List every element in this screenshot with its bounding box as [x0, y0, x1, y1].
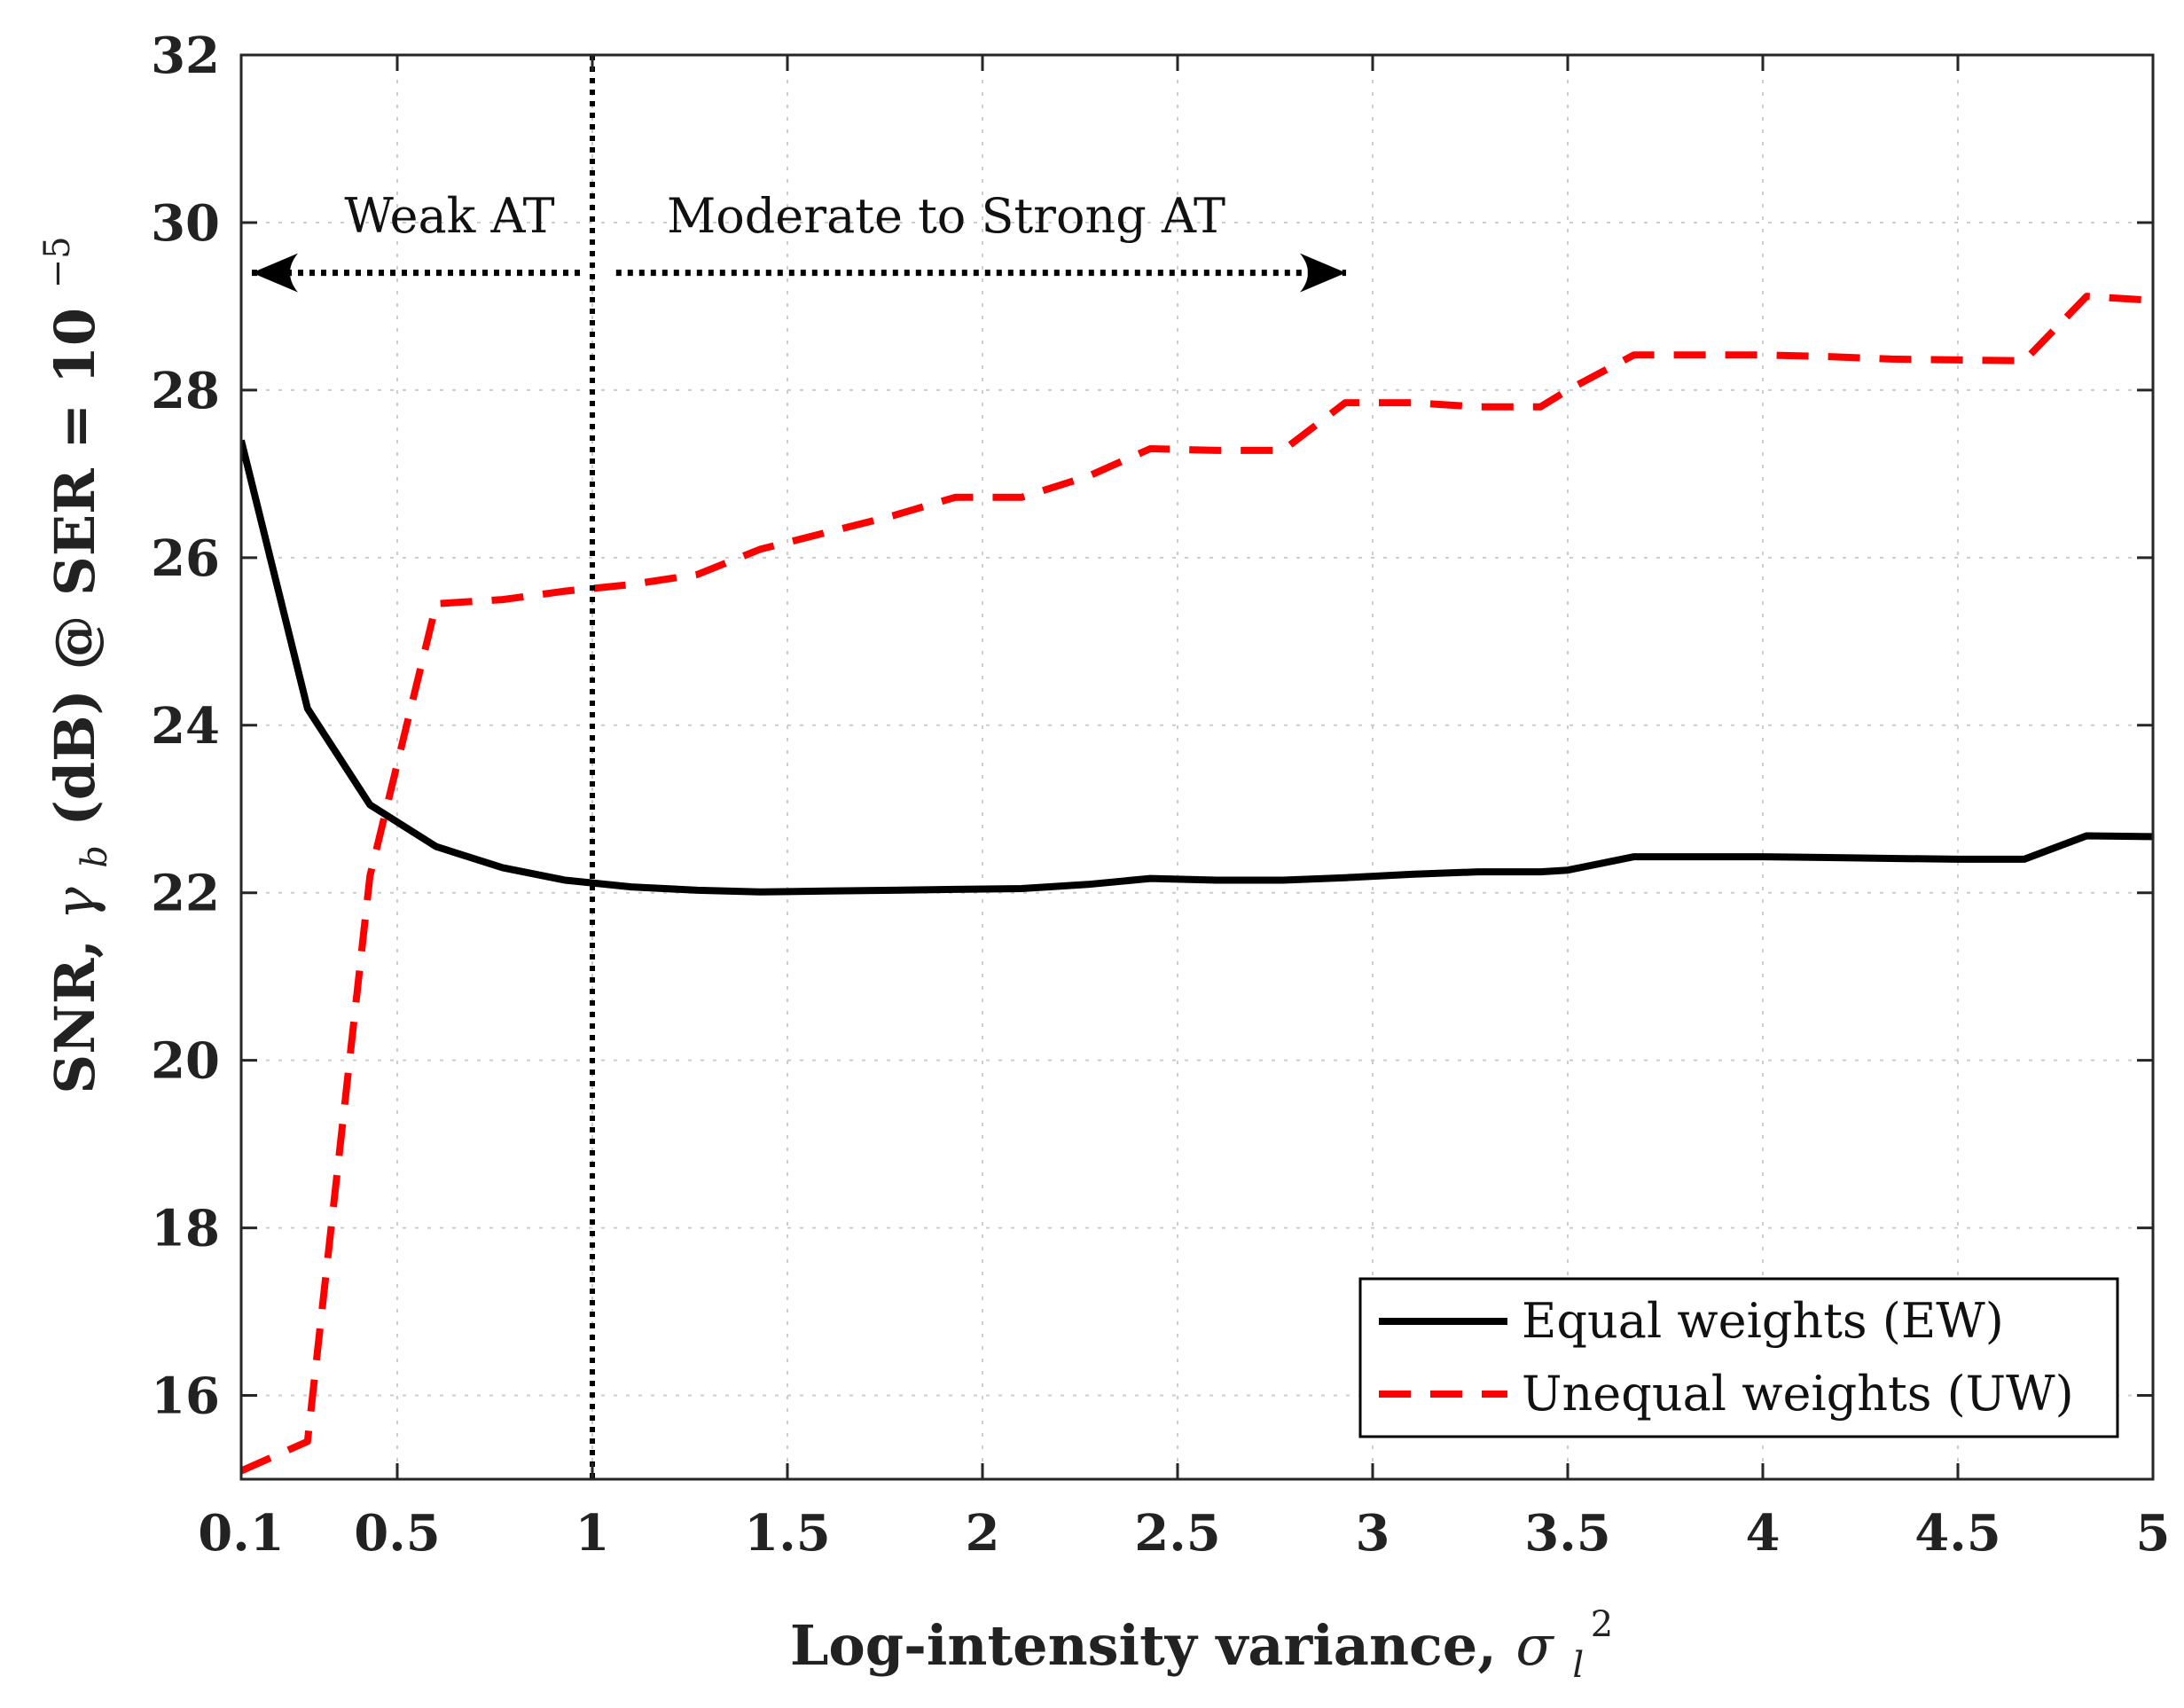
tick-label-layer: 0.1 0.5 1 1.5 2 2.5 3 3.5 4 4.5 5 16 18 20 22 24 26 28 30 3… — [151, 27, 2170, 1563]
y-tick-label: 28 — [151, 362, 220, 420]
strong-at-arrow-head — [1300, 253, 1346, 293]
x-tick-label: 3.5 — [1524, 1504, 1610, 1563]
y-tick-label: 32 — [151, 27, 220, 85]
series-layer — [241, 293, 2153, 1475]
y-tick-label: 30 — [151, 194, 220, 253]
x-axis-symbol: σ — [1515, 1613, 1554, 1678]
x-axis-title-text: Log-intensity variance, — [790, 1613, 1516, 1678]
x-axis-symbol-superscript: 2 — [1591, 1604, 1613, 1645]
strong-at-label: Moderate to Strong AT — [667, 188, 1225, 244]
x-axis-title: Log-intensity variance, σ l 2 — [790, 1604, 1613, 1690]
x-tick-label: 0.1 — [198, 1504, 284, 1563]
x-tick-label: 1 — [575, 1504, 610, 1563]
y-axis-symbol-subscript: b — [74, 845, 115, 868]
x-tick-label: 1.5 — [744, 1504, 830, 1563]
legend-label-ew: Equal weights (EW) — [1522, 1293, 2004, 1349]
series-line-ew — [241, 439, 2153, 896]
y-tick-label: 26 — [151, 529, 220, 588]
plot-area-frame — [239, 53, 2155, 1481]
x-axis-symbol-subscript: l — [1572, 1645, 1584, 1686]
legend-label-uw: Unequal weights (UW) — [1522, 1366, 2074, 1422]
y-tick-label: 20 — [151, 1032, 220, 1091]
y-tick-label: 24 — [151, 697, 220, 756]
y-axis-symbol: γ — [43, 886, 107, 920]
y-axis-title-prefix: SNR, — [43, 920, 107, 1093]
weak-at-arrow-head — [252, 253, 298, 293]
x-tick-label: 3 — [1356, 1504, 1390, 1563]
x-tick-label: 5 — [2136, 1504, 2171, 1563]
x-tick-label: 4 — [1746, 1504, 1781, 1563]
x-tick-label: 2.5 — [1134, 1504, 1220, 1563]
annotation-layer — [252, 55, 1346, 1479]
y-axis-title: SNR, γ b (dB) @ SER = 10 −5 — [37, 236, 120, 1093]
x-tick-label: 0.5 — [354, 1504, 440, 1563]
weak-at-label: Weak AT — [344, 188, 554, 244]
legend-box — [1358, 1277, 2119, 1438]
x-tick-label: 2 — [966, 1504, 1000, 1563]
x-tick-label: 4.5 — [1914, 1504, 2000, 1563]
y-tick-label: 22 — [151, 865, 220, 923]
grid-layer — [241, 55, 2153, 1479]
axes-layer — [239, 53, 2155, 1481]
y-tick-label: 16 — [151, 1367, 220, 1426]
y-axis-exponent: −5 — [37, 236, 78, 288]
y-axis-title-suffix: (dB) @ SER = 10 — [43, 308, 107, 827]
y-tick-label: 18 — [151, 1200, 220, 1258]
legend: Equal weights (EW) Unequal weights (UW) — [1358, 1277, 2119, 1438]
series-line-uw — [241, 293, 2153, 1475]
